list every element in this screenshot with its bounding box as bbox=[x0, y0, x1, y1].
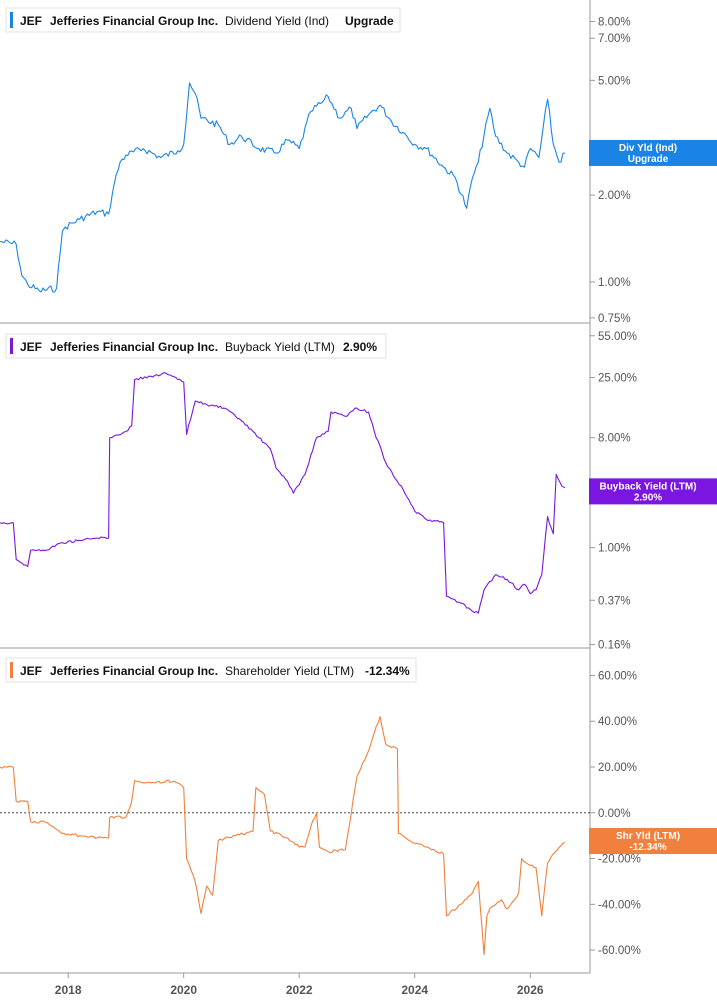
dividend-ytick-label: 1.00% bbox=[598, 277, 631, 289]
dividend-value-tag-line2: Upgrade bbox=[628, 154, 669, 165]
buyback-ytick-label: 8.00% bbox=[598, 433, 631, 445]
shareholder-ytick-label: -20.00% bbox=[598, 854, 641, 866]
dividend-value-tag: Div Yld (Ind)Upgrade bbox=[589, 139, 717, 166]
shareholder-ytick-label: -40.00% bbox=[598, 899, 641, 911]
dividend-ytick-label: 2.00% bbox=[598, 190, 631, 202]
x-tick-label: 2022 bbox=[286, 983, 313, 997]
buyback-value-tag-box bbox=[589, 478, 717, 505]
legend-shareholder: JEF Jefferies Financial Group Inc. Share… bbox=[5, 657, 417, 683]
shareholder-ytick-label: 20.00% bbox=[598, 762, 637, 774]
legend-dividend-ticker: JEF bbox=[20, 14, 42, 28]
legend-buyback-ticker: JEF bbox=[20, 340, 42, 354]
shareholder-value-tag-line1: Shr Yld (LTM) bbox=[616, 831, 680, 842]
legend-buyback-value: 2.90% bbox=[343, 340, 377, 354]
dividend-panel: 8.00% 7.00% 5.00% 2.00% 1.00% 0.75% Div Yld (I… bbox=[0, 17, 717, 325]
panel-layer: 8.00% 7.00% 5.00% 2.00% 1.00% 0.75% Div Yld (I… bbox=[0, 17, 717, 957]
dividend-ytick-label: 7.00% bbox=[598, 33, 631, 45]
legend-dividend-metric: Dividend Yield (Ind) bbox=[225, 14, 329, 28]
legend-buyback-swatch bbox=[10, 338, 13, 354]
legend-shareholder-metric: Shareholder Yield (LTM) bbox=[225, 664, 354, 678]
dividend-ytick-label: 5.00% bbox=[598, 75, 631, 87]
dividend-value-tag-line1: Div Yld (Ind) bbox=[619, 143, 677, 154]
shareholder-ytick-label: 0.00% bbox=[598, 808, 631, 820]
x-axis: 2018 2020 2022 2024 2026 bbox=[55, 973, 544, 997]
shareholder-panel: 60.00% 40.00% 20.00% 0.00% -20.00% -40.00% -60… bbox=[0, 670, 717, 957]
legend-shareholder-box bbox=[5, 657, 417, 683]
buyback-panel: 55.00% 25.00% 8.00% 1.00% 0.37% 0.16% Buyback … bbox=[0, 331, 717, 652]
x-tick-label: 2026 bbox=[517, 983, 544, 997]
buyback-series-line bbox=[0, 372, 566, 614]
dividend-ytick-label: 8.00% bbox=[598, 17, 631, 29]
legend-dividend: JEF Jefferies Financial Group Inc. Divid… bbox=[5, 7, 401, 33]
shareholder-value-tag-box bbox=[589, 828, 717, 855]
buyback-ytick-label: 0.37% bbox=[598, 595, 631, 607]
buyback-value-tag-line2: 2.90% bbox=[634, 492, 662, 503]
shareholder-ytick-label: 40.00% bbox=[598, 716, 637, 728]
legend-buyback-box bbox=[5, 333, 387, 359]
buyback-ytick-label: 1.00% bbox=[598, 543, 631, 555]
buyback-ytick-label: 0.16% bbox=[598, 640, 631, 652]
shareholder-ytick-label: 60.00% bbox=[598, 670, 637, 682]
legend-buyback-metric: Buyback Yield (LTM) bbox=[225, 340, 335, 354]
x-tick-label: 2018 bbox=[55, 983, 82, 997]
buyback-value-tag-line1: Buyback Yield (LTM) bbox=[599, 481, 696, 492]
legend-dividend-swatch bbox=[10, 12, 13, 28]
legend-buyback-company: Jefferies Financial Group Inc. bbox=[50, 340, 218, 354]
dividend-series-line bbox=[0, 82, 565, 293]
legend-dividend-box bbox=[5, 7, 401, 33]
shareholder-value-tag: Shr Yld (LTM)-12.34% bbox=[589, 828, 717, 855]
legend-shareholder-swatch bbox=[10, 662, 13, 678]
legend-dividend-value: Upgrade bbox=[345, 14, 394, 28]
shareholder-value-tag-line2: -12.34% bbox=[629, 842, 666, 853]
legend-shareholder-ticker: JEF bbox=[20, 664, 42, 678]
dividend-value-tag-box bbox=[589, 139, 717, 166]
dividend-ytick-label: 0.75% bbox=[598, 313, 631, 325]
x-tick-label: 2020 bbox=[170, 983, 197, 997]
x-tick-label: 2024 bbox=[401, 983, 428, 997]
shareholder-series-line bbox=[0, 716, 566, 956]
buyback-value-tag: Buyback Yield (LTM)2.90% bbox=[589, 478, 717, 505]
shareholder-ytick-label: -60.00% bbox=[598, 945, 641, 957]
buyback-ytick-label: 25.00% bbox=[598, 372, 637, 384]
buyback-ytick-label: 55.00% bbox=[598, 331, 637, 343]
legend-dividend-company: Jefferies Financial Group Inc. bbox=[50, 14, 218, 28]
legend-buyback: JEF Jefferies Financial Group Inc. Buyba… bbox=[5, 333, 387, 359]
legend-shareholder-company: Jefferies Financial Group Inc. bbox=[50, 664, 218, 678]
legend-shareholder-value: -12.34% bbox=[365, 664, 410, 678]
